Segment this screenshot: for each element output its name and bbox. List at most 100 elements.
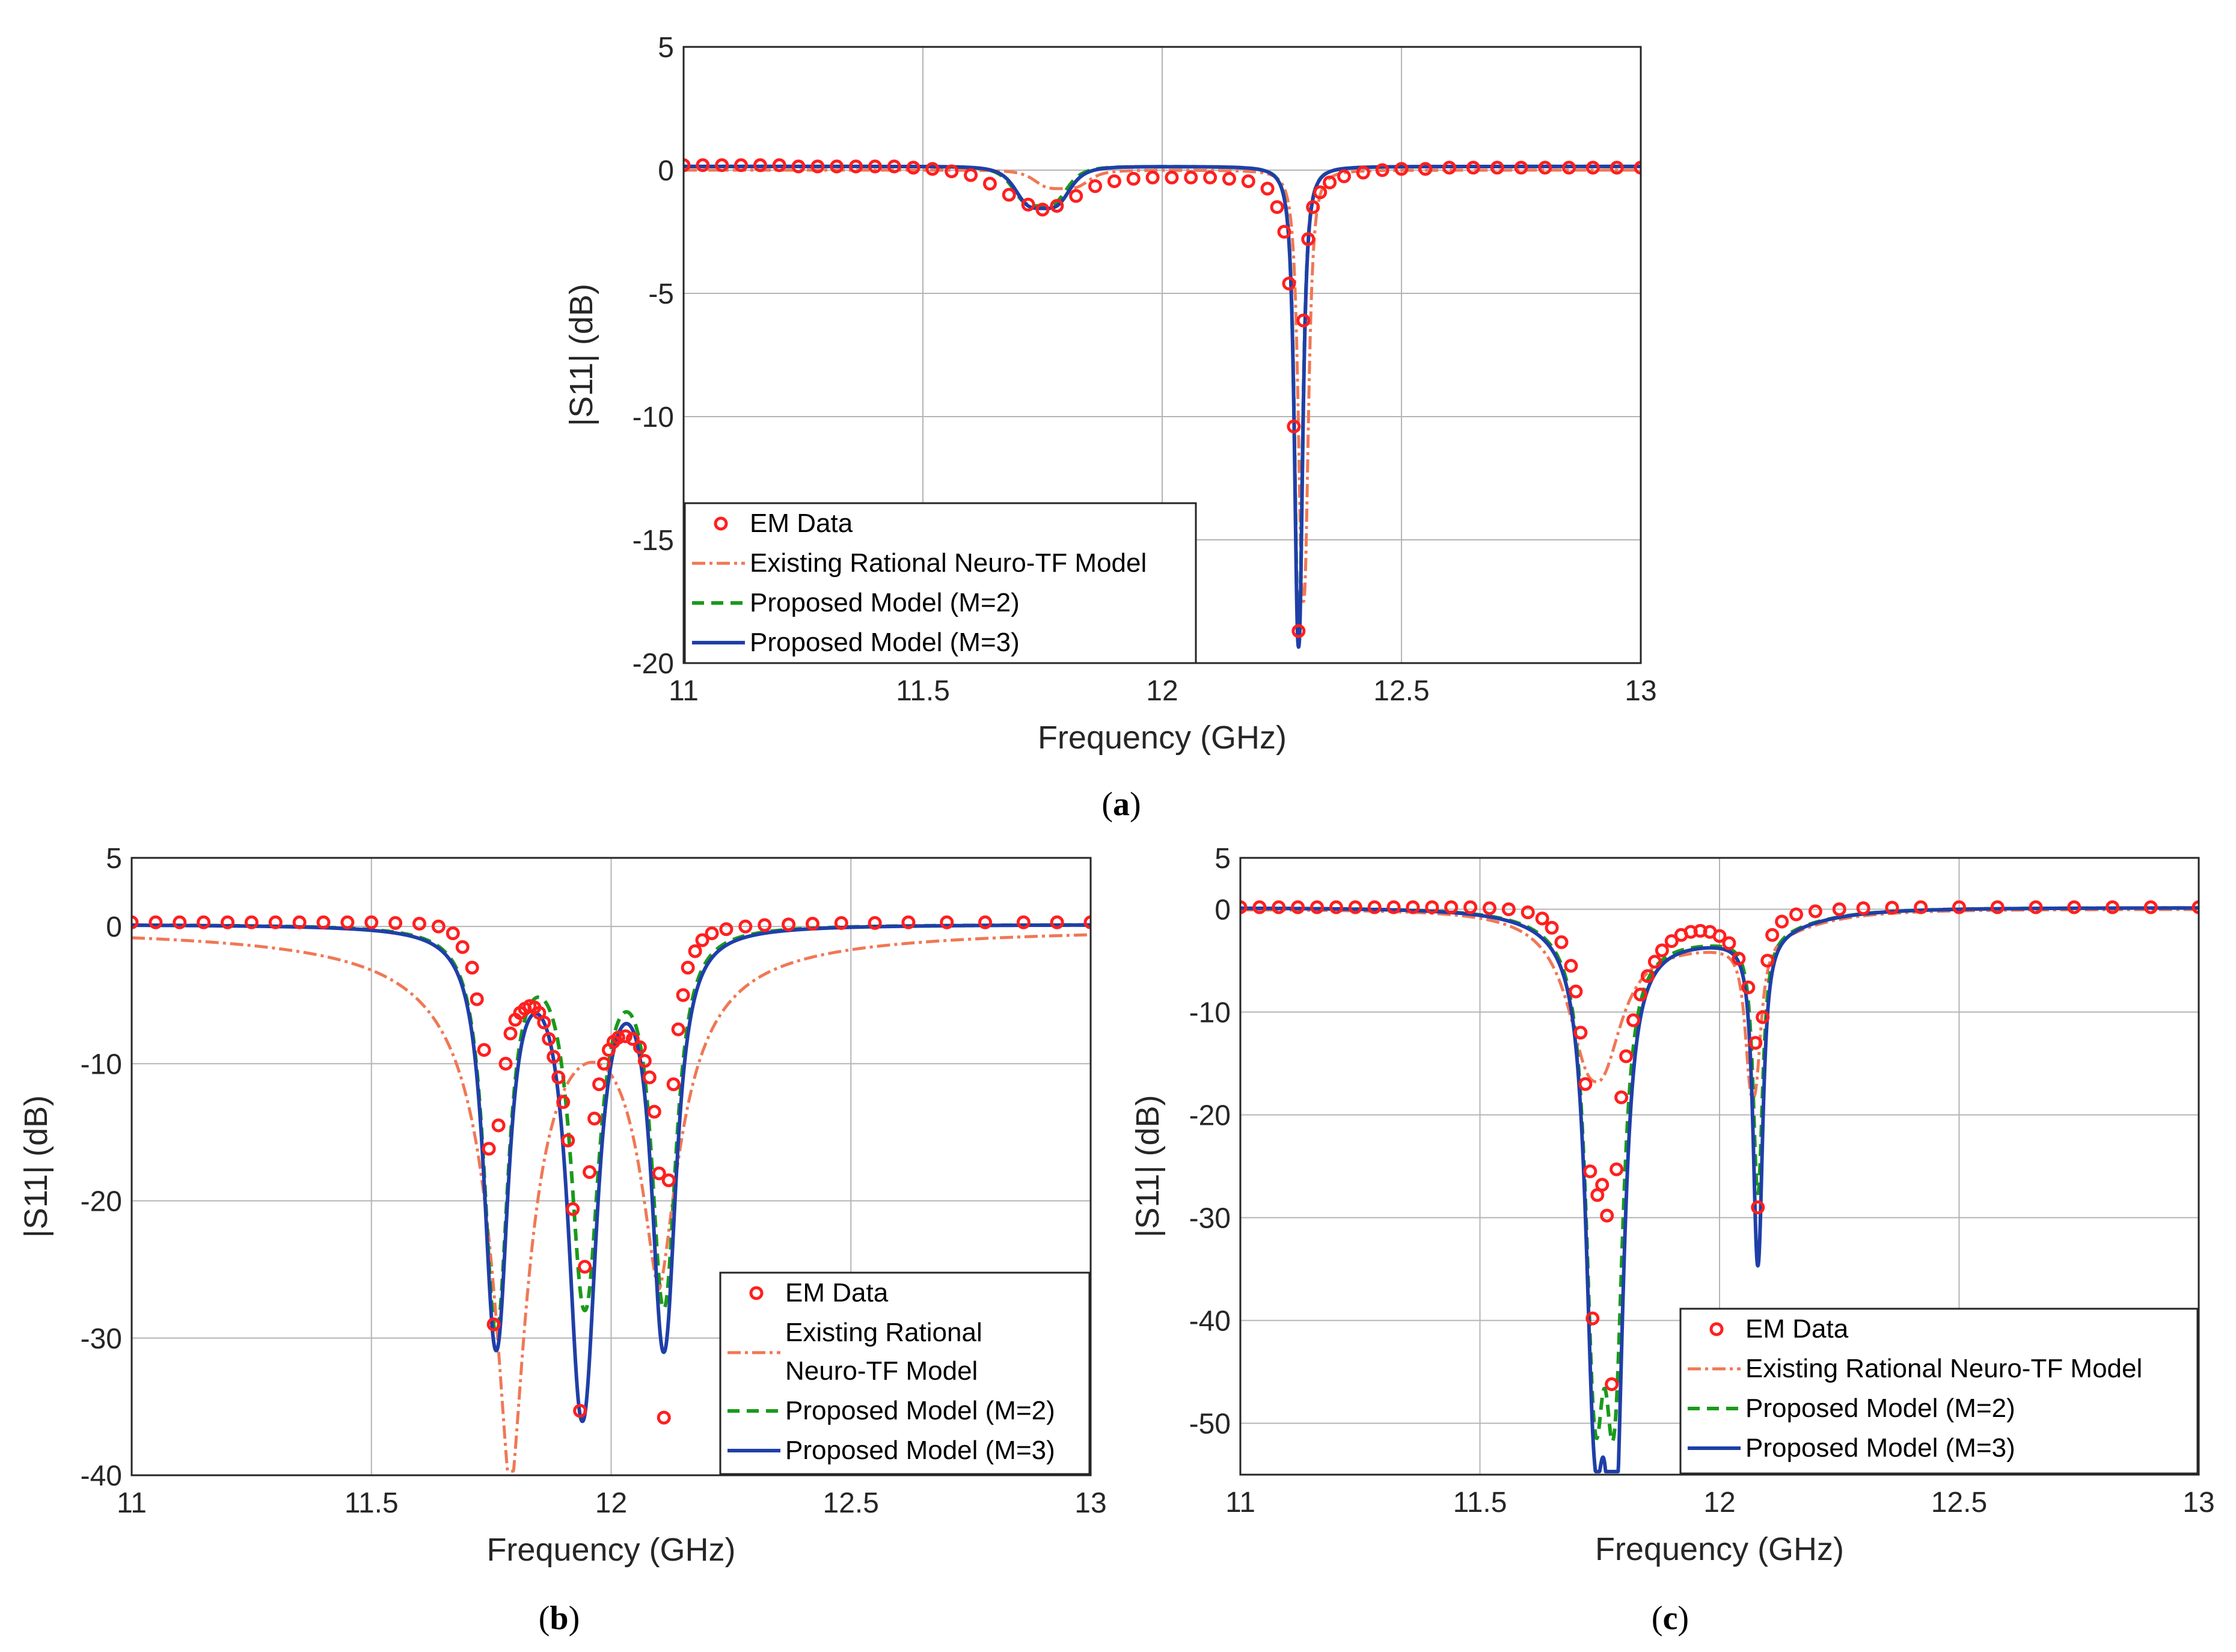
em-data-point [1463, 900, 1478, 914]
y-tick-label: -20 [81, 1186, 122, 1218]
em-data-point [1585, 1311, 1600, 1326]
em-data-point [268, 915, 283, 929]
em-data-point [1270, 200, 1284, 214]
em-data-point [830, 159, 844, 174]
legend: EM Data Existing Rational Neuro-TF Model P… [1679, 1308, 2199, 1475]
y-tick-label: 5 [1214, 843, 1231, 875]
em-data-point [1145, 170, 1160, 185]
em-data-point [1442, 161, 1457, 175]
em-data-point [1856, 901, 1870, 916]
em-data-point [868, 916, 882, 930]
em-data-point [982, 177, 997, 191]
em-data-point [1595, 1178, 1610, 1192]
y-tick-label: -10 [1189, 997, 1231, 1029]
em-data-point [1165, 170, 1179, 185]
em-data-point [1394, 162, 1409, 176]
em-data-point [1578, 1077, 1593, 1091]
em-data-point [578, 1259, 592, 1274]
series-group [132, 915, 1091, 1473]
em-data-point [547, 1050, 561, 1064]
legend-label: Proposed Model (M=2) [750, 588, 1020, 617]
em-data-point [1885, 901, 1899, 915]
y-tick-label: 0 [106, 911, 122, 943]
em-data-point [1545, 920, 1559, 935]
series-line-m3 [1240, 906, 2199, 1473]
em-data-point [132, 915, 139, 929]
em-data-point [1610, 1162, 1624, 1176]
y-tick-label: -40 [1189, 1306, 1231, 1338]
em-data-point [1126, 171, 1141, 186]
em-data-point [1914, 900, 1928, 914]
y-tick-label: 0 [658, 155, 674, 187]
em-data-point [1633, 987, 1647, 1002]
y-tick-label: -5 [648, 278, 674, 310]
em-data-point [1272, 900, 1286, 914]
em-data-point [2067, 900, 2081, 914]
em-data-point [715, 158, 729, 173]
caption-paren-open: ( [1101, 786, 1113, 823]
y-tick-label: -20 [633, 648, 674, 680]
em-data-point [498, 1056, 513, 1071]
em-data-point [1952, 900, 1966, 914]
em-data-point [1585, 161, 1600, 175]
y-axis-title: |S11| (dB) [563, 284, 599, 426]
em-data-point [446, 926, 460, 941]
em-data-point [1418, 162, 1433, 176]
panel-caption: (a) [1101, 786, 1141, 823]
caption-letter: b [550, 1600, 568, 1637]
legend-label: EM Data [1745, 1314, 1849, 1344]
legend-box [1679, 1308, 2199, 1475]
em-data-point [887, 159, 901, 174]
em-data-point [642, 1070, 657, 1085]
em-data-point [470, 992, 484, 1006]
em-data-point [1425, 900, 1439, 914]
em-data-point [1554, 935, 1569, 949]
em-data-point [753, 158, 767, 173]
em-data-point [587, 1112, 602, 1126]
em-data-point [1466, 161, 1480, 175]
y-axis-title: |S11| (dB) [1130, 1095, 1166, 1237]
em-data-point [1712, 929, 1727, 943]
em-data-point [1490, 161, 1504, 175]
em-data-point [1386, 900, 1401, 914]
series-line-existing [684, 168, 1641, 604]
legend-label: EM Data [750, 509, 853, 538]
em-data-point [1640, 969, 1655, 984]
legend-label: Neuro-TF Model [785, 1356, 978, 1386]
legend-marker-em [749, 1286, 764, 1300]
legend-box [684, 502, 1197, 664]
y-tick-label: -40 [81, 1460, 122, 1492]
em-data-point [316, 915, 331, 929]
y-tick-label: -10 [81, 1048, 122, 1080]
series-group [1240, 900, 2199, 1473]
caption-paren-open: ( [1652, 1600, 1663, 1637]
em-data-point [1301, 232, 1316, 246]
y-tick-label: -50 [1189, 1409, 1231, 1440]
em-data-point [1313, 185, 1328, 200]
legend-label: Existing Rational Neuro-TF Model [750, 548, 1147, 578]
em-data-point [1564, 959, 1578, 973]
em-data-point [2143, 900, 2158, 914]
em-data-point [1306, 200, 1320, 214]
y-tick-label: 5 [658, 32, 674, 64]
em-data-point [455, 940, 470, 954]
y-tick-label: 5 [106, 843, 122, 875]
y-tick-label: -20 [1189, 1100, 1231, 1132]
x-tick-label: 13 [1074, 1487, 1106, 1519]
legend-label: EM Data [785, 1278, 889, 1308]
em-data-point [705, 926, 719, 941]
em-data-point [1282, 277, 1296, 291]
em-data-point [868, 159, 882, 174]
em-data-point [810, 159, 825, 174]
em-data-point [1069, 189, 1083, 203]
em-data-point [1756, 1010, 1770, 1024]
em-data-point [1501, 902, 1516, 916]
em-data-point [1337, 169, 1351, 183]
em-data-point [940, 915, 954, 929]
em-data-point [1610, 161, 1624, 175]
em-data-point [1741, 980, 1756, 994]
em-data-point [542, 1032, 556, 1046]
em-data-point [647, 1104, 661, 1119]
em-data-point [661, 1173, 676, 1187]
